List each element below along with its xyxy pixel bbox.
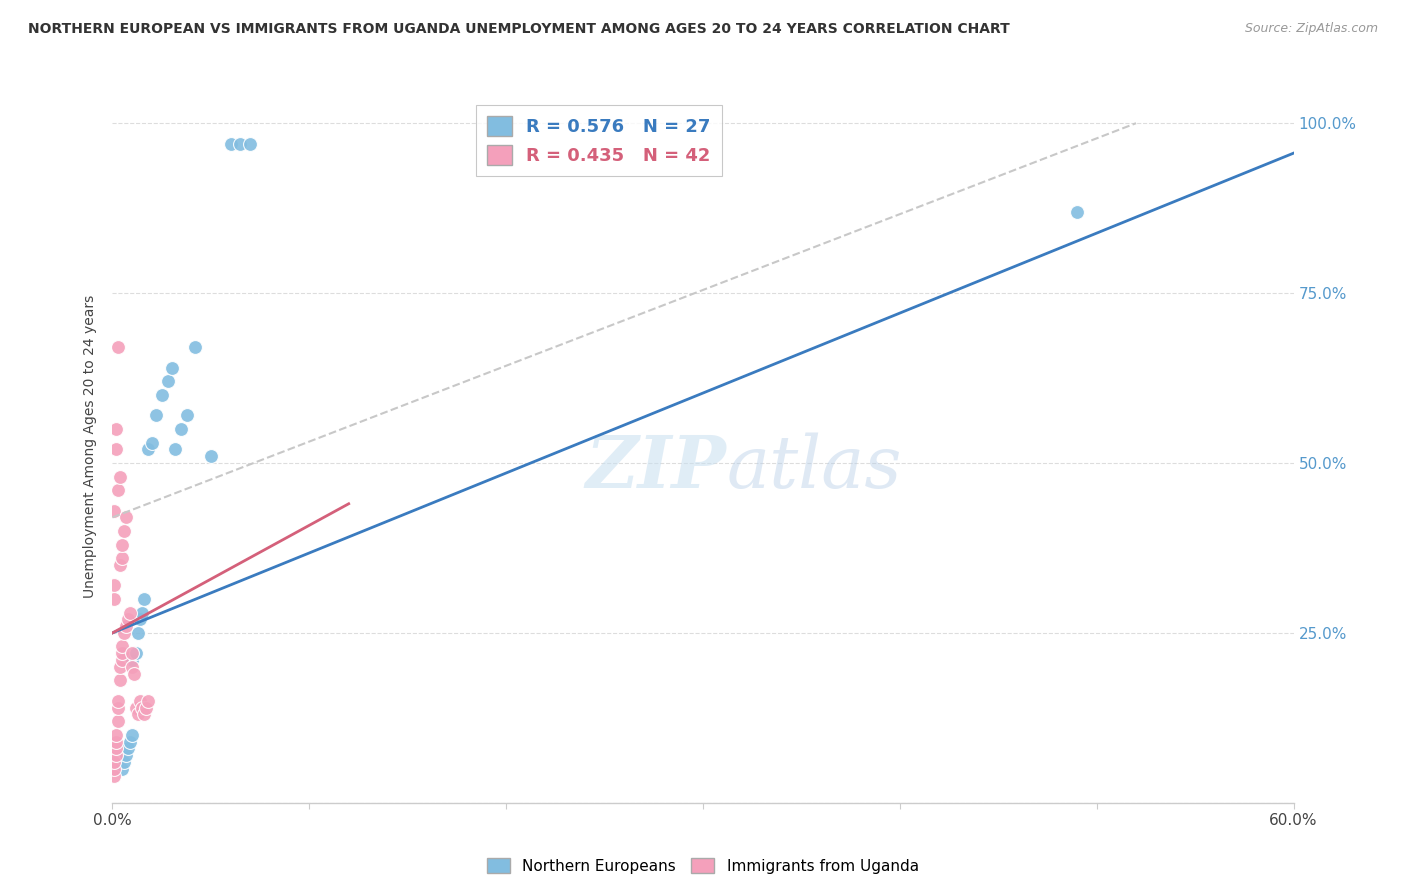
Point xyxy=(125,700,148,714)
Point xyxy=(107,700,129,714)
Point xyxy=(132,591,155,606)
Point xyxy=(150,388,173,402)
Text: Source: ZipAtlas.com: Source: ZipAtlas.com xyxy=(1244,22,1378,36)
Point xyxy=(229,136,252,151)
Point xyxy=(156,375,179,389)
Point xyxy=(127,707,149,722)
Point xyxy=(121,660,143,674)
Y-axis label: Unemployment Among Ages 20 to 24 years: Unemployment Among Ages 20 to 24 years xyxy=(83,294,97,598)
Point xyxy=(200,449,222,463)
Point xyxy=(117,741,139,756)
Point xyxy=(107,694,129,708)
Point xyxy=(112,755,135,769)
Point xyxy=(111,653,134,667)
Point xyxy=(111,762,134,776)
Point xyxy=(111,646,134,660)
Point xyxy=(121,646,143,660)
Point xyxy=(131,606,153,620)
Point xyxy=(105,728,128,742)
Point xyxy=(129,612,152,626)
Point xyxy=(120,734,142,748)
Point xyxy=(107,341,129,355)
Point xyxy=(112,626,135,640)
Point xyxy=(121,728,143,742)
Point xyxy=(1066,204,1088,219)
Text: NORTHERN EUROPEAN VS IMMIGRANTS FROM UGANDA UNEMPLOYMENT AMONG AGES 20 TO 24 YEA: NORTHERN EUROPEAN VS IMMIGRANTS FROM UGA… xyxy=(28,22,1010,37)
Legend: R = 0.576   N = 27, R = 0.435   N = 42: R = 0.576 N = 27, R = 0.435 N = 42 xyxy=(475,105,721,176)
Text: ZIP: ZIP xyxy=(586,432,727,503)
Point xyxy=(105,734,128,748)
Point xyxy=(107,714,129,729)
Point xyxy=(103,755,125,769)
Point xyxy=(135,700,157,714)
Point xyxy=(117,612,139,626)
Point xyxy=(111,537,134,551)
Legend: Northern Europeans, Immigrants from Uganda: Northern Europeans, Immigrants from Ugan… xyxy=(481,852,925,880)
Point xyxy=(103,769,125,783)
Point xyxy=(105,741,128,756)
Point xyxy=(127,626,149,640)
Point xyxy=(160,360,183,375)
Point xyxy=(132,707,155,722)
Point xyxy=(111,551,134,566)
Point xyxy=(176,409,198,423)
Point xyxy=(103,591,125,606)
Point xyxy=(141,435,163,450)
Point xyxy=(103,762,125,776)
Point xyxy=(110,558,132,572)
Point xyxy=(239,136,262,151)
Point xyxy=(105,442,128,457)
Point xyxy=(105,748,128,763)
Point xyxy=(110,469,132,483)
Point xyxy=(122,666,145,681)
Point xyxy=(105,422,128,436)
Point xyxy=(125,646,148,660)
Point xyxy=(184,341,207,355)
Point xyxy=(131,700,153,714)
Point xyxy=(115,619,138,633)
Point xyxy=(145,409,167,423)
Text: atlas: atlas xyxy=(727,432,903,503)
Point xyxy=(107,483,129,498)
Point xyxy=(110,673,132,688)
Point xyxy=(121,653,143,667)
Point xyxy=(136,694,159,708)
Point xyxy=(170,422,193,436)
Point xyxy=(115,510,138,524)
Point xyxy=(103,503,125,517)
Point xyxy=(219,136,242,151)
Point xyxy=(110,660,132,674)
Point xyxy=(111,640,134,654)
Point xyxy=(165,442,187,457)
Point xyxy=(129,694,152,708)
Point xyxy=(112,524,135,538)
Point xyxy=(103,578,125,592)
Point xyxy=(115,748,138,763)
Point xyxy=(120,606,142,620)
Point xyxy=(136,442,159,457)
